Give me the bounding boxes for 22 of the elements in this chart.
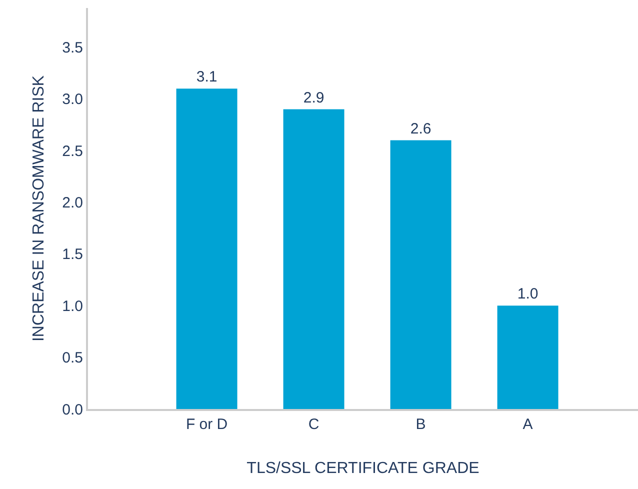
y-tick-label: 2.5 xyxy=(62,142,83,160)
y-tick-label: 0.5 xyxy=(62,350,83,367)
data-label: 1.0 xyxy=(517,286,538,303)
y-tick-label: 1.0 xyxy=(62,298,83,315)
y-tick-label: 0.0 xyxy=(62,401,83,418)
bar xyxy=(176,88,238,409)
x-axis-title: TLS/SSL CERTIFICATE GRADE xyxy=(246,460,480,478)
data-label: 3.1 xyxy=(196,68,218,86)
bar xyxy=(390,140,452,409)
x-tick-label: F or D xyxy=(186,416,228,433)
y-tick-label: 1.5 xyxy=(62,246,83,264)
data-label: 2.9 xyxy=(303,89,324,106)
x-tick-label: B xyxy=(416,416,426,433)
bar xyxy=(497,306,558,409)
data-label: 2.6 xyxy=(410,120,432,138)
y-tick-label: 2.0 xyxy=(62,194,83,212)
y-tick-label: 3.5 xyxy=(62,40,83,57)
x-tick-label: A xyxy=(522,416,533,433)
y-axis-title: INCREASE IN RANSOMWARE RISK xyxy=(30,75,48,342)
y-tick-label: 3.0 xyxy=(62,91,83,108)
x-tick-label: C xyxy=(308,416,320,433)
bar xyxy=(283,109,344,409)
